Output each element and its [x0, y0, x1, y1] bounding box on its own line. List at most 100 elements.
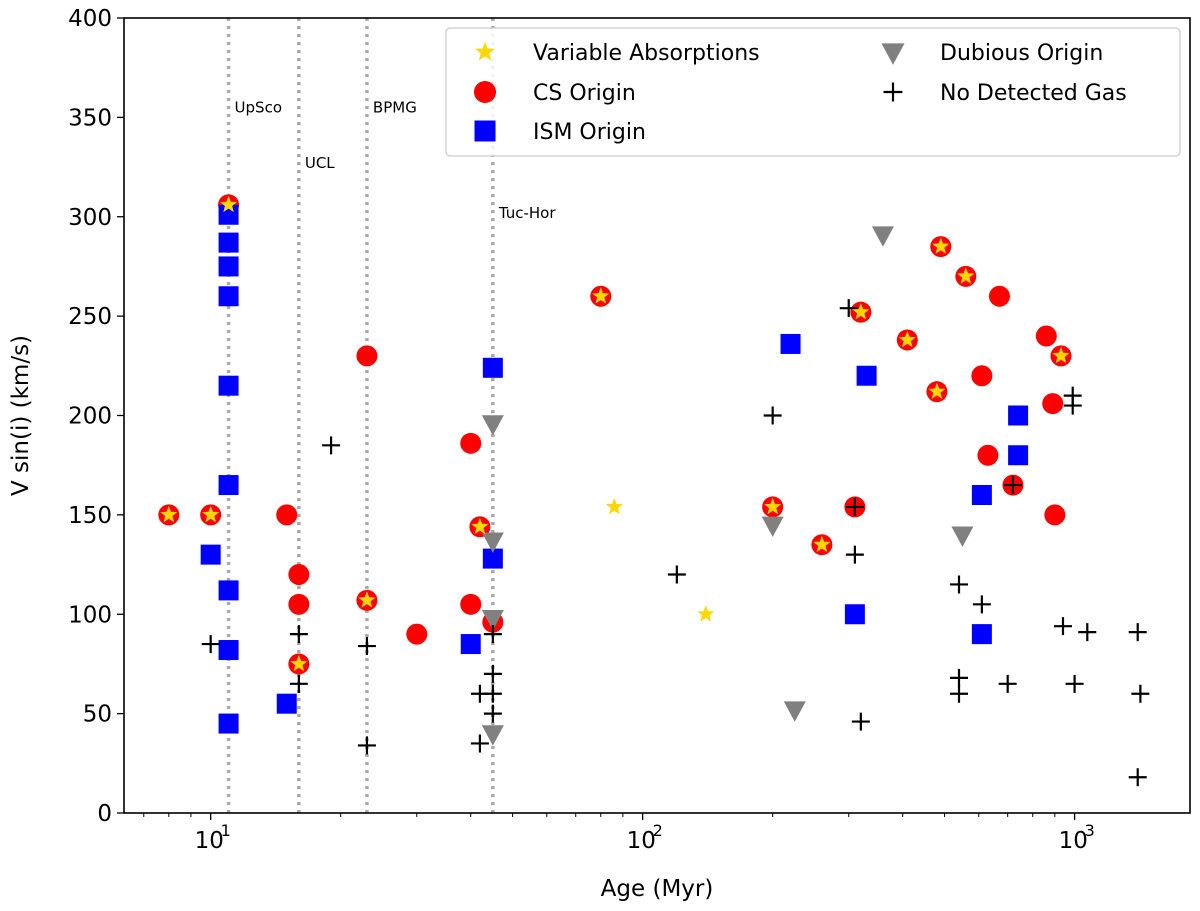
ism-point — [844, 604, 865, 625]
nogas-point — [667, 565, 686, 584]
ism-point — [856, 365, 877, 386]
y-tick-label: 150 — [68, 503, 112, 529]
ism-point — [218, 286, 239, 307]
cs-point — [1042, 393, 1064, 415]
ism-point — [971, 485, 992, 505]
dubious-point — [481, 532, 504, 553]
ism-point — [780, 333, 801, 354]
ism-point — [482, 548, 503, 569]
nogas-point — [851, 712, 870, 731]
legend: Variable Absorptions CS Origin ISM Origin D… — [445, 27, 1181, 157]
x-axis-label: Age (Myr) — [601, 876, 714, 902]
plot-frame — [123, 17, 1191, 814]
nogas-point — [1131, 684, 1150, 703]
nogas-point — [949, 668, 968, 687]
nogas-point — [289, 674, 308, 693]
dubious-point — [481, 415, 504, 436]
star-point — [697, 605, 715, 622]
nogas-point — [845, 497, 864, 516]
nogas-point — [998, 674, 1017, 693]
data-points — [158, 194, 1150, 787]
y-tick-label: 100 — [68, 602, 112, 628]
legend-marker-cs — [473, 80, 497, 104]
y-tick-label: 300 — [68, 205, 112, 231]
y-tick-label: 50 — [83, 702, 112, 728]
nogas-point — [949, 575, 968, 594]
group-label-upsco: UpSco — [235, 98, 282, 116]
ism-point — [276, 693, 297, 714]
nogas-point — [1078, 623, 1097, 642]
nogas-point — [289, 625, 308, 644]
nogas-point — [1003, 476, 1022, 495]
dubious-point — [951, 526, 974, 547]
ism-point — [218, 640, 239, 661]
star-point — [1052, 346, 1070, 364]
ism-point — [218, 232, 239, 253]
ism-point — [218, 256, 239, 277]
ism-point — [218, 713, 239, 734]
legend-box — [445, 27, 1181, 157]
nogas-point — [483, 625, 502, 644]
y-tick-label: 200 — [68, 404, 112, 430]
cs-point — [460, 432, 482, 454]
star-point — [220, 195, 238, 213]
nogas-point — [1128, 623, 1147, 642]
ism-point — [971, 624, 992, 645]
ism-point — [218, 580, 239, 601]
cs-point — [988, 285, 1010, 307]
x-tick-label: 10 — [195, 828, 224, 854]
nogas-point — [357, 736, 376, 755]
series-star — [160, 195, 1070, 672]
legend-marker-star — [475, 41, 495, 61]
legend-marker-dubious — [881, 43, 905, 65]
ism-point — [218, 475, 239, 496]
star-point — [898, 331, 916, 348]
cs-point — [356, 345, 378, 367]
ism-point — [218, 204, 239, 225]
legend-item-star: Variable Absorptions — [475, 41, 760, 66]
legend-label-star: Variable Absorptions — [533, 41, 760, 66]
legend-label-dubious: Dubious Origin — [940, 41, 1103, 66]
nogas-point — [1063, 396, 1082, 415]
nogas-point — [1053, 617, 1072, 636]
legend-item-ism: ISM Origin — [474, 120, 646, 145]
nogas-point — [483, 704, 502, 723]
star-point — [813, 535, 831, 552]
cs-point — [276, 504, 298, 526]
star-point — [358, 591, 376, 608]
y-axis-label: V sin(i) (km/s) — [8, 335, 34, 496]
nogas-point — [357, 637, 376, 656]
nogas-point — [483, 664, 502, 683]
group-guide-lines: UpSco UCL BPMG Tuc-Hor — [226, 18, 556, 813]
cs-point — [288, 593, 310, 615]
dubious-point — [481, 609, 504, 631]
star-point — [290, 654, 308, 672]
cs-point — [1044, 504, 1066, 526]
ism-point — [1008, 445, 1029, 466]
legend-item-nogas: No Detected Gas — [883, 81, 1127, 106]
cs-point — [460, 593, 482, 615]
y-tick-label: 0 — [97, 801, 112, 827]
nogas-point — [483, 684, 502, 703]
dubious-point — [783, 701, 806, 722]
nogas-point — [1065, 674, 1084, 693]
legend-marker-ism — [474, 120, 496, 142]
ism-point — [460, 634, 481, 655]
legend-item-dubious: Dubious Origin — [881, 41, 1103, 66]
cs-point — [977, 444, 999, 466]
star-point — [957, 267, 975, 284]
ism-point — [1008, 405, 1029, 426]
nogas-point — [1128, 768, 1147, 787]
cs-point — [406, 623, 428, 645]
legend-label-nogas: No Detected Gas — [940, 81, 1127, 106]
star-point — [471, 517, 489, 535]
x-tick-label: 10 — [627, 828, 656, 854]
dubious-point — [481, 725, 504, 746]
star-point — [160, 505, 178, 523]
ism-point — [218, 375, 239, 396]
x-tick-exponent: 3 — [1085, 821, 1095, 840]
nogas-point — [470, 734, 489, 753]
ism-point — [482, 357, 503, 378]
cs-point — [288, 564, 310, 585]
